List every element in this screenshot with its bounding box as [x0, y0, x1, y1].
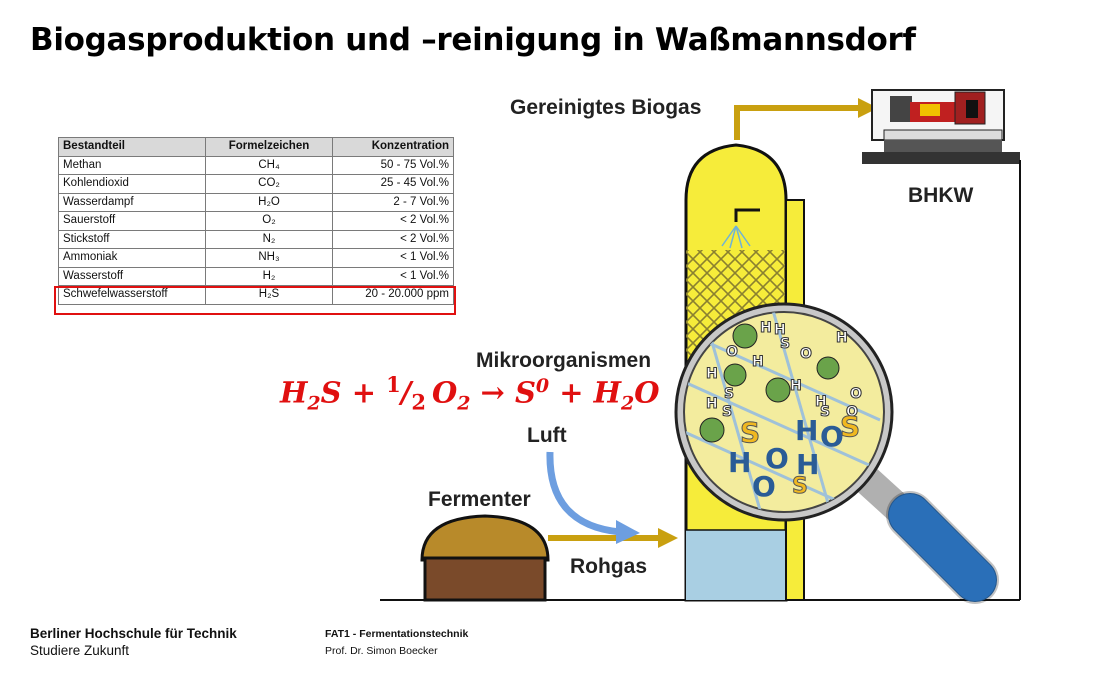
magnifier-handle-icon — [841, 455, 999, 604]
eq-half-numerator: 1 — [386, 372, 401, 397]
table-row: Wasserstoff H₂ < 1 Vol.% — [58, 266, 454, 286]
clean-gas-arrow-head — [858, 98, 878, 118]
table-row: Wasserdampf H₂O 2 - 7 Vol.% — [58, 192, 454, 212]
eq-h2o-h: H — [593, 375, 622, 410]
microorganisms-label: Mikroorganismen — [476, 349, 652, 372]
footer-author: Prof. Dr. Simon Boecker — [325, 645, 438, 657]
cell-concentration: 50 - 75 Vol.% — [332, 155, 454, 175]
cell-formula: H₂S — [205, 285, 333, 305]
h2s-highlight-box — [54, 286, 456, 315]
cell-formula: O₂ — [205, 211, 333, 231]
lens-letter: O — [846, 404, 859, 421]
footer-slogan: Studiere Zukunft — [30, 643, 130, 658]
bhkw-label: BHKW — [908, 184, 974, 207]
lens-big-letter: S — [739, 416, 761, 450]
lens-big-letter: O — [752, 470, 776, 503]
table-row: Stickstoff N₂ < 2 Vol.% — [58, 229, 454, 249]
table-row: Kohlendioxid CO₂ 25 - 45 Vol.% — [58, 174, 454, 194]
eq-h2o-sub: 2 — [621, 392, 635, 415]
cell-component: Kohlendioxid — [58, 174, 206, 194]
lens-letter: H — [760, 320, 773, 337]
cell-concentration: 2 - 7 Vol.% — [332, 192, 454, 212]
column-header-concentration: Konzentration — [332, 137, 454, 157]
eq-plus: + — [549, 375, 594, 410]
eq-h2s-s: S — [320, 375, 342, 410]
lens-letter: H — [706, 366, 719, 383]
desulfurization-equation: H2S + 1/2 O2 → S0 + H2O — [280, 372, 660, 414]
lens-letter: H — [790, 378, 803, 395]
lens-big-letter: O — [765, 442, 789, 475]
lens-letter: S — [721, 404, 733, 421]
lens-letter: H — [774, 322, 787, 339]
table-header-row: Bestandteil Formelzeichen Konzentration — [58, 137, 454, 157]
eq-plus: + — [341, 375, 387, 410]
lens-letter: H — [815, 394, 828, 411]
lens-big-letter: S — [792, 474, 809, 500]
table-row-highlighted: Schwefelwasserstoff H₂S 20 - 20.000 ppm — [58, 285, 454, 305]
lens-letter: H — [752, 354, 765, 371]
lens-letter: H — [836, 330, 849, 347]
air-label: Luft — [527, 424, 567, 447]
cell-formula: H₂O — [205, 192, 333, 212]
air-arrow-head — [616, 520, 640, 544]
lens-letter: O — [800, 346, 813, 363]
magnifier-lens-icon — [674, 302, 894, 522]
lens-big-letter: O — [820, 420, 844, 453]
table-row: Methan CH₄ 50 - 75 Vol.% — [58, 155, 454, 175]
eq-o2-o: O — [431, 375, 458, 410]
cell-concentration: 25 - 45 Vol.% — [332, 174, 454, 194]
cell-formula: CH₄ — [205, 155, 333, 175]
lens-big-letter: H — [728, 446, 752, 479]
air-arrow — [546, 451, 621, 536]
eq-s0-s: S — [514, 375, 536, 410]
fermenter-label: Fermenter — [428, 488, 531, 511]
footer-organization: Berliner Hochschule für Technik — [30, 626, 237, 641]
fermenter-tank-icon — [420, 514, 550, 602]
eq-h2o-o: O — [634, 375, 660, 410]
eq-h2s-h: H — [280, 375, 308, 410]
gas-composition-table: Bestandteil Formelzeichen Konzentration … — [58, 137, 454, 305]
eq-arrow: → — [470, 375, 515, 410]
cell-component: Methan — [58, 155, 206, 175]
cell-concentration: < 2 Vol.% — [332, 229, 454, 249]
page-title: Biogasproduktion und –reinigung in Waßma… — [30, 22, 916, 58]
eq-s0-sup: 0 — [535, 375, 550, 397]
cell-concentration: < 2 Vol.% — [332, 211, 454, 231]
eq-half-slash: / — [400, 375, 412, 410]
table-row: Ammoniak NH₃ < 1 Vol.% — [58, 248, 454, 268]
raw-gas-label: Rohgas — [570, 555, 648, 578]
column-header-formula: Formelzeichen — [205, 137, 333, 157]
lens-letter: S — [723, 386, 735, 403]
cell-concentration: < 1 Vol.% — [332, 266, 454, 286]
lens-letter: S — [819, 404, 831, 421]
eq-o2-sub: 2 — [457, 392, 471, 415]
lens-letter: S — [779, 336, 791, 353]
cell-concentration: 20 - 20.000 ppm — [332, 285, 454, 305]
lens-letter: H — [706, 396, 719, 413]
bhkw-engine-icon — [862, 89, 1020, 164]
lens-letter: O — [726, 344, 739, 361]
lens-big-letter: H — [796, 448, 820, 481]
cell-component: Schwefelwasserstoff — [58, 285, 206, 305]
clean-biogas-label: Gereinigtes Biogas — [510, 96, 702, 119]
footer-course: FAT1 - Fermentationstechnik — [325, 628, 469, 640]
clean-gas-pipe — [734, 105, 860, 140]
eq-h2s-sub: 2 — [307, 392, 321, 415]
cell-component: Sauerstoff — [58, 211, 206, 231]
table-row: Sauerstoff O₂ < 2 Vol.% — [58, 211, 454, 231]
cell-component: Stickstoff — [58, 229, 206, 249]
cell-formula: CO₂ — [205, 174, 333, 194]
lens-letter: O — [850, 386, 863, 403]
lens-big-letter: H — [795, 414, 819, 447]
lens-big-letter: S — [839, 410, 861, 444]
eq-half-denominator: 2 — [411, 389, 426, 415]
raw-gas-arrow-head — [658, 528, 678, 548]
